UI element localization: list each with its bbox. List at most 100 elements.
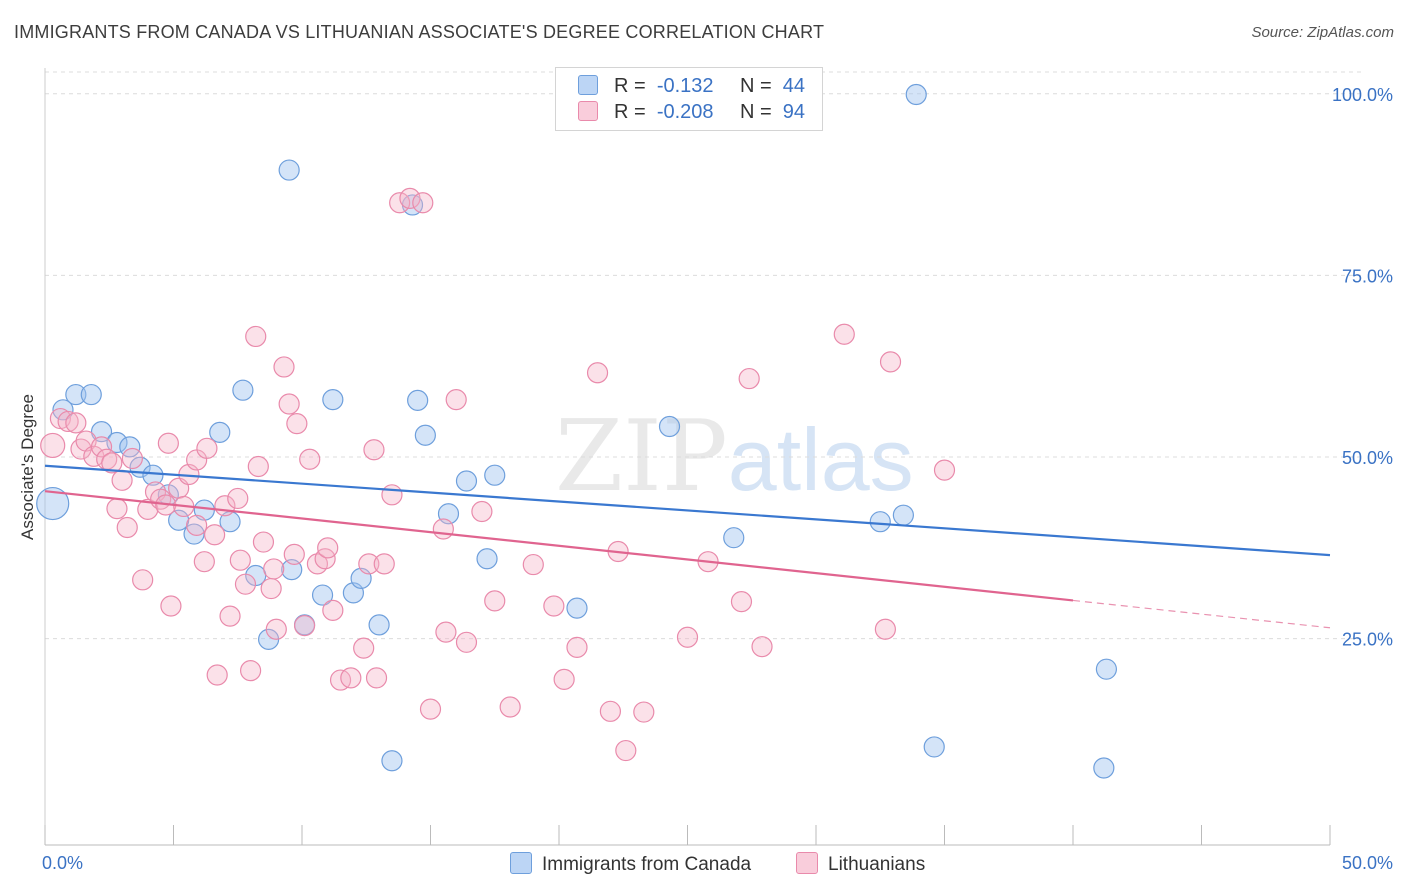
point-lithuanian [252, 531, 275, 553]
point-lithuanian [599, 700, 622, 722]
point-lithuanian [240, 660, 262, 682]
point-lithuanian [751, 636, 773, 658]
point-lithuanian [193, 551, 215, 573]
point-lithuanian [633, 701, 655, 723]
legend-n-label: N = [739, 101, 772, 123]
grid-lines [45, 71, 1365, 640]
point-lithuanian [299, 448, 321, 470]
x-tick-label-min: 0.0% [42, 853, 83, 873]
point-lithuanian [543, 595, 565, 617]
point-canada [36, 486, 70, 521]
point-canada [1093, 757, 1115, 779]
point-lithuanian [499, 696, 521, 718]
point-lithuanian [111, 469, 133, 491]
point-lithuanian [116, 516, 138, 539]
point-canada [52, 399, 74, 421]
point-lithuanian [435, 621, 457, 643]
point-lithuanian [196, 437, 218, 459]
point-canada [892, 504, 914, 526]
point-lithuanian [273, 356, 295, 378]
source-label: Source: ZipAtlas.com [1251, 24, 1394, 41]
point-canada [381, 750, 403, 772]
legend-r-value: -0.132 [656, 75, 714, 97]
legend-n-value: 44 [782, 75, 805, 97]
point-canada [65, 383, 87, 406]
point-lithuanian [553, 668, 575, 690]
trend-line-lithuanian-extension [1072, 599, 1331, 629]
legend-row-canada: R = -0.132 N = 44 [578, 75, 805, 99]
point-canada [476, 548, 498, 570]
point-lithuanian [206, 664, 228, 686]
point-canada [90, 421, 113, 443]
point-canada [414, 424, 436, 446]
point-canada [278, 159, 300, 181]
point-lithuanian [471, 500, 493, 523]
trend-line-canada [44, 464, 1331, 557]
data-points [36, 81, 1118, 779]
point-canada [311, 584, 334, 606]
point-canada [232, 379, 254, 401]
stats-legend: R = -0.132 N = 44 R = -0.208 N = 94 [555, 67, 823, 131]
watermark-atlas: atlas [727, 410, 914, 509]
point-lithuanian [160, 595, 182, 617]
point-lithuanian [358, 553, 380, 575]
point-canada [142, 464, 164, 486]
bottom-legend-lithuanians: Lithuanians [796, 852, 925, 876]
point-lithuanian [293, 614, 316, 637]
point-canada [209, 421, 231, 443]
point-lithuanian [265, 618, 287, 640]
point-canada [322, 389, 344, 411]
point-lithuanian [132, 569, 154, 591]
point-lithuanian [432, 518, 454, 540]
legend-n-label: N = [739, 75, 772, 97]
legend-row-lithuanians: R = -0.208 N = 94 [578, 101, 805, 125]
legend-r-label: R = [614, 101, 646, 123]
bottom-legend-canada: Immigrants from Canada [510, 852, 751, 876]
chart-title: IMMIGRANTS FROM CANADA VS LITHUANIAN ASS… [14, 22, 825, 42]
point-lithuanian [101, 452, 123, 474]
point-lithuanian [57, 410, 79, 433]
point-lithuanian [363, 439, 385, 461]
legend-r-label: R = [614, 75, 646, 97]
point-lithuanian [278, 393, 300, 415]
point-canada [368, 614, 390, 636]
point-canada [905, 83, 927, 106]
x-tick-label-max: 50.0% [1342, 853, 1393, 873]
point-lithuanian [317, 537, 339, 559]
point-lithuanian [40, 432, 66, 459]
point-lithuanian [186, 514, 208, 536]
bottom-legend-label-lithuanians: Lithuanians [828, 854, 926, 875]
point-lithuanian [260, 577, 282, 600]
point-lithuanian [245, 325, 267, 348]
point-lithuanian [219, 605, 241, 627]
point-canada [723, 527, 745, 549]
y-tick-label: 50.0% [1342, 448, 1393, 468]
point-lithuanian [730, 591, 753, 613]
bottom-legend-swatch-lithuanians [796, 852, 818, 874]
legend-swatch-canada [578, 75, 598, 95]
tick-labels: 25.0% 50.0% 75.0% 100.0% 0.0% 50.0% [42, 85, 1393, 873]
point-lithuanian [157, 432, 179, 454]
point-lithuanian [833, 323, 855, 345]
point-lithuanian [879, 351, 902, 373]
point-lithuanian [340, 667, 362, 689]
y-axis-label: Associate's Degree [18, 394, 37, 540]
legend-swatch-lithuanians [578, 101, 598, 121]
bottom-legend-swatch-canada [510, 852, 532, 874]
point-lithuanian [263, 558, 285, 580]
axes [44, 68, 1331, 846]
trend-lines [44, 464, 1331, 629]
point-lithuanian [874, 618, 896, 640]
point-canada [869, 511, 891, 533]
point-canada [455, 470, 478, 492]
point-lithuanian [247, 455, 269, 478]
point-canada [923, 736, 945, 758]
legend-r-value: -0.208 [656, 101, 714, 123]
point-lithuanian [234, 573, 257, 595]
y-tick-label: 25.0% [1342, 630, 1393, 650]
point-canada [658, 415, 681, 438]
legend-n-value: 94 [782, 101, 805, 123]
point-lithuanian [106, 498, 128, 520]
point-lithuanian [353, 637, 375, 659]
